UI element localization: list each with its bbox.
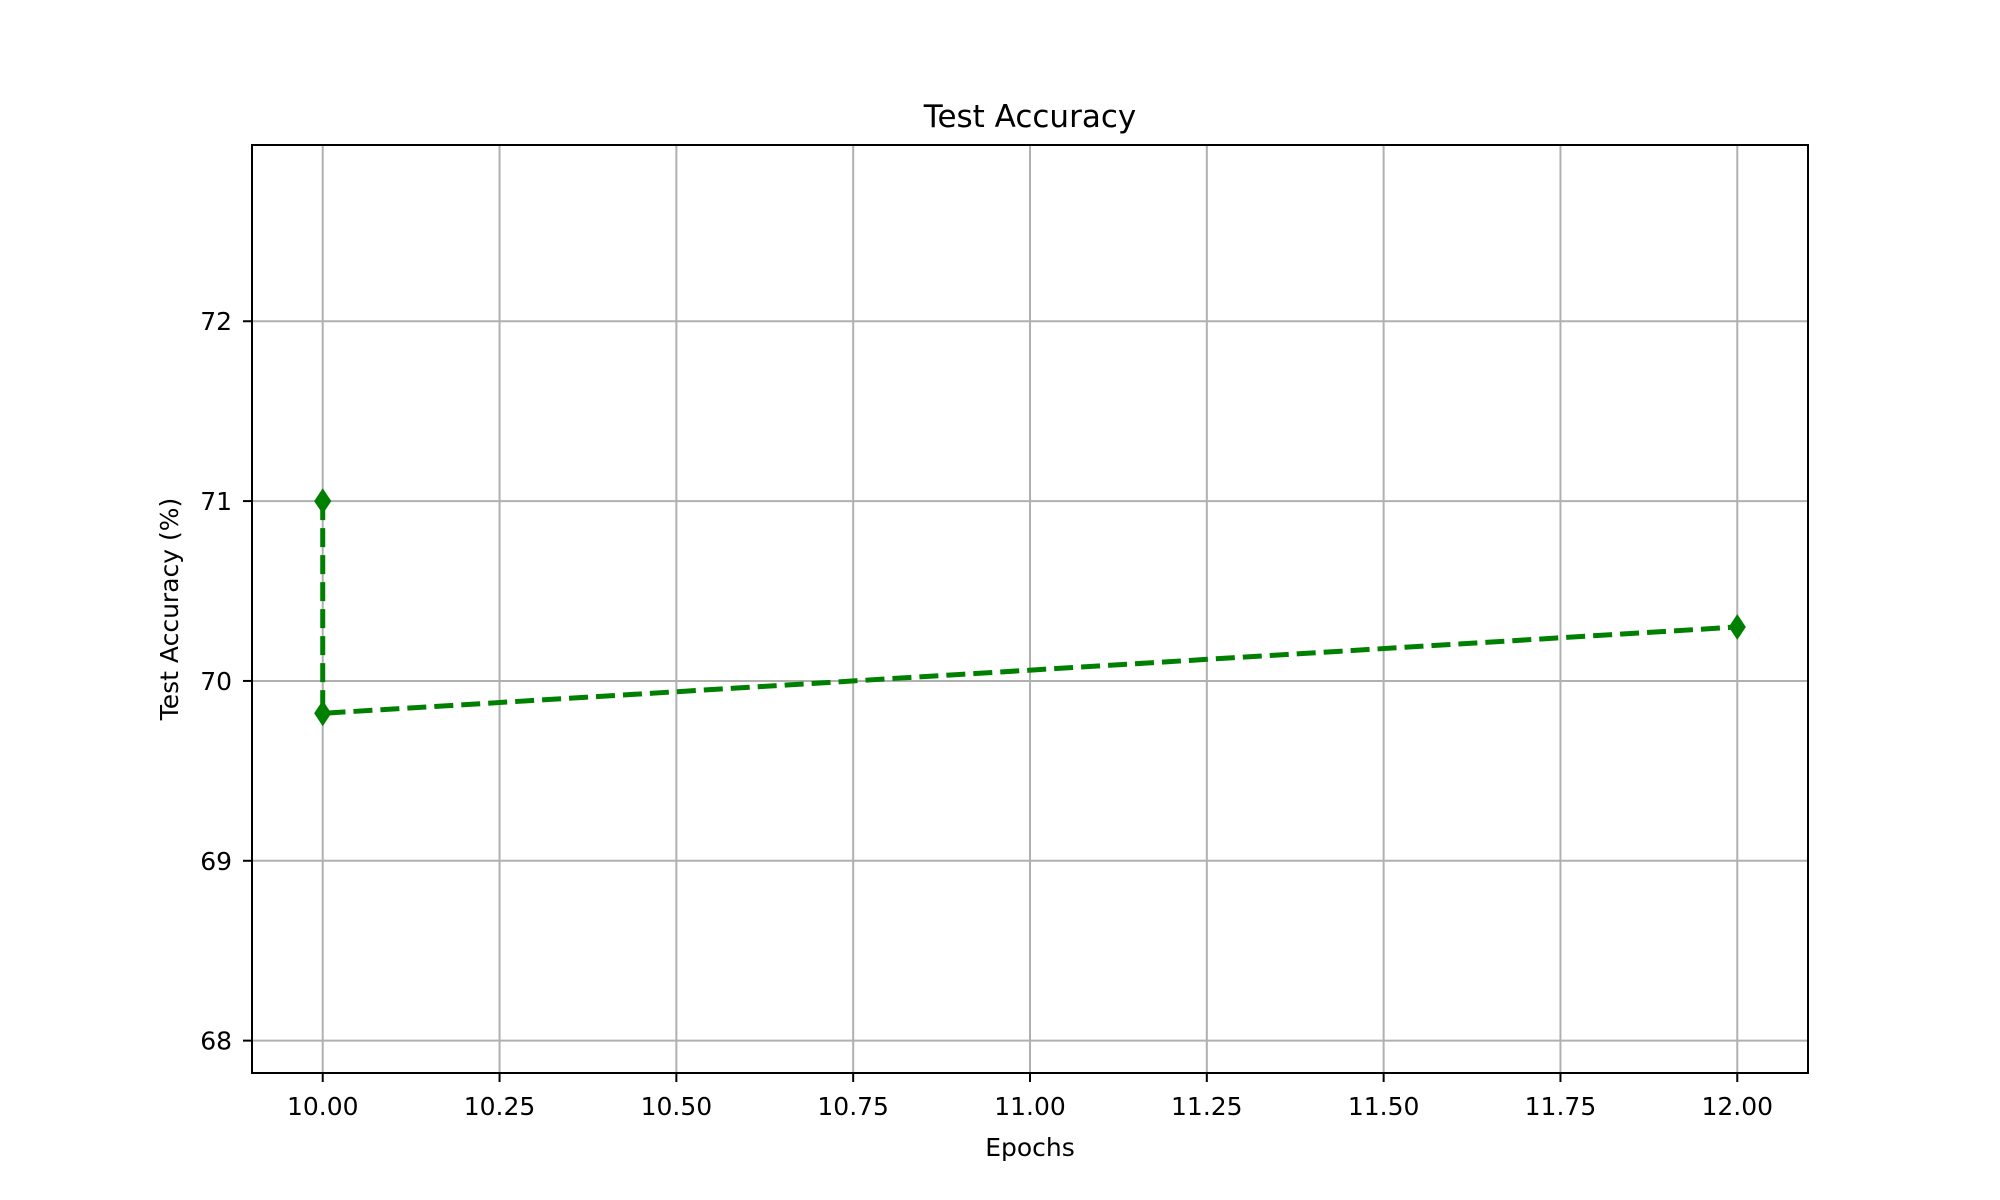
x-tick-label: 11.25	[1171, 1092, 1243, 1121]
chart-title: Test Accuracy	[923, 99, 1136, 135]
x-tick-label: 12.00	[1701, 1092, 1773, 1121]
x-tick-label: 11.50	[1348, 1092, 1420, 1121]
y-tick-label: 71	[200, 487, 232, 516]
grid	[252, 145, 1808, 1073]
y-tick-label: 70	[200, 667, 232, 696]
y-tick-label: 72	[200, 307, 232, 336]
y-tick-label: 68	[200, 1027, 232, 1056]
data-point	[1728, 614, 1746, 640]
x-tick-label: 11.00	[994, 1092, 1066, 1121]
x-axis-label: Epochs	[985, 1133, 1075, 1162]
y-axis-label: Test Accuracy (%)	[155, 498, 184, 722]
x-tick-label: 10.75	[817, 1092, 889, 1121]
x-axis: 10.00 10.25 10.50 10.75 11.00 11.25 11.50 11.75…	[287, 1073, 1773, 1121]
x-tick-label: 11.75	[1525, 1092, 1597, 1121]
data-point	[314, 700, 332, 727]
data-point	[314, 488, 332, 514]
series-layer	[314, 488, 1746, 727]
y-tick-label: 69	[200, 847, 232, 876]
series-line	[320, 501, 1738, 716]
y-axis: 68 69 70 71 72	[200, 307, 252, 1056]
x-tick-label: 10.00	[287, 1092, 359, 1121]
x-tick-label: 10.50	[641, 1092, 713, 1121]
x-tick-label: 10.25	[464, 1092, 536, 1121]
